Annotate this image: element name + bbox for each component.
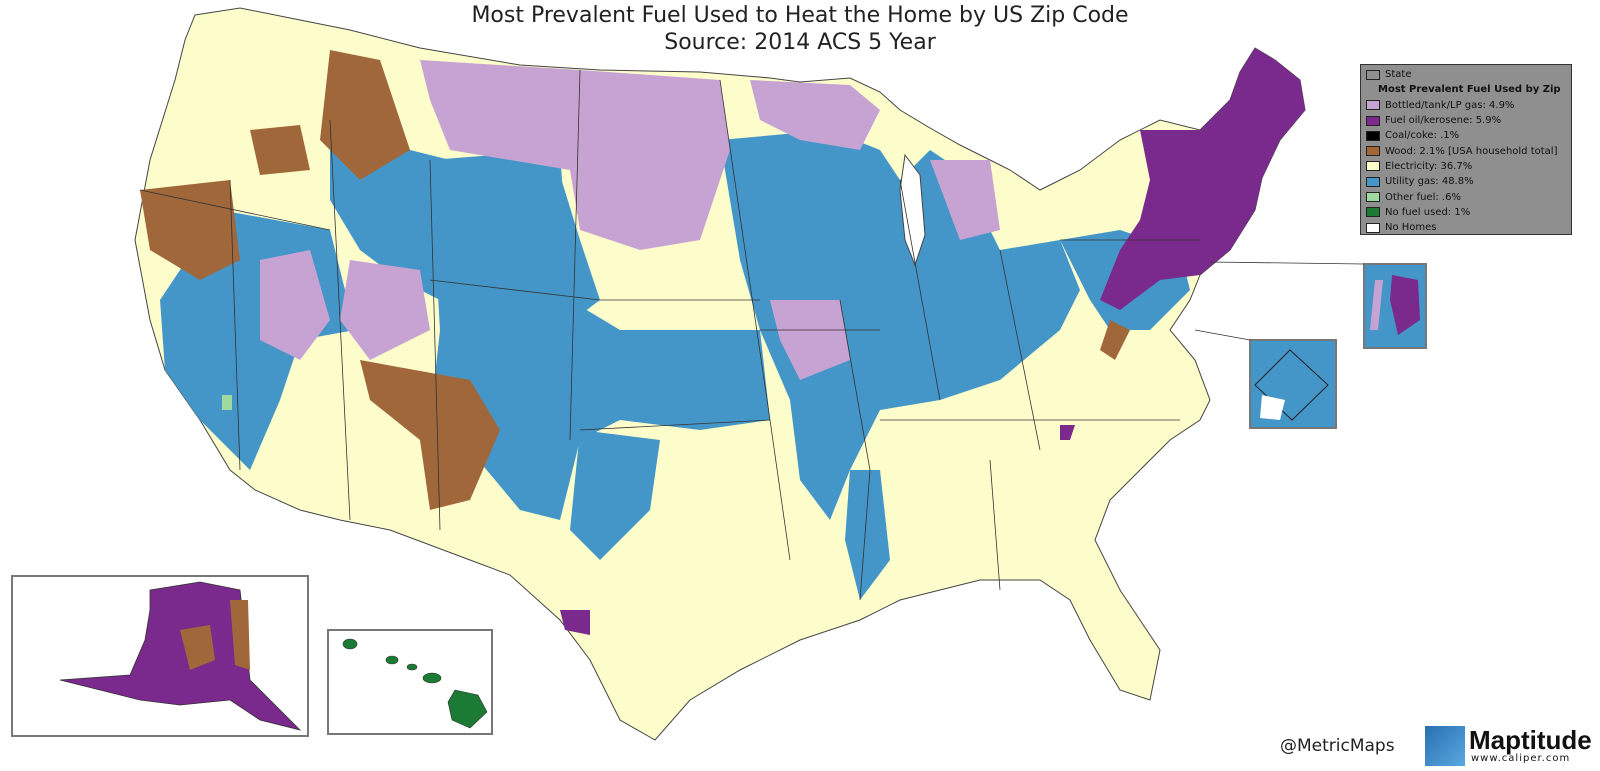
legend-item-label: Utility gas: 48.8%	[1385, 176, 1474, 188]
maptitude-logo[interactable]: Maptitude www.caliper.com	[1425, 726, 1597, 766]
legend-item-label: No fuel used: 1%	[1385, 206, 1471, 218]
nyc-fuel-oil	[1390, 275, 1420, 335]
utility-gas-midwest	[720, 130, 1080, 520]
fuel-oil-south-texas	[560, 610, 590, 635]
lp-gas-missouri	[770, 300, 850, 380]
alaska-wood	[180, 625, 215, 670]
legend-swatch	[1366, 115, 1380, 126]
legend: State Most Prevalent Fuel Used by Zip Bo…	[1360, 64, 1572, 235]
map-subtitle: Source: 2014 ACS 5 Year	[664, 30, 936, 55]
legend-item-label: Other fuel: .6%	[1385, 191, 1461, 203]
lp-gas-utah	[340, 260, 430, 360]
legend-swatch	[1366, 146, 1380, 157]
dc-leader-line	[1194, 329, 1251, 341]
legend-item-label: Electricity: 36.7%	[1385, 160, 1473, 172]
fuel-oil-appalachia	[1060, 425, 1075, 440]
legend-item: Wood: 2.1% [USA household total]	[1366, 143, 1566, 158]
legend-item: Coal/coke: .1%	[1366, 128, 1566, 143]
legend-swatch	[1366, 100, 1380, 111]
legend-swatch	[1366, 130, 1380, 141]
map-title: Most Prevalent Fuel Used to Heat the Hom…	[471, 3, 1129, 28]
nyc-manhattan	[1370, 280, 1383, 330]
wood-virginia	[1100, 320, 1130, 360]
legend-heading: Most Prevalent Fuel Used by Zip	[1378, 84, 1561, 96]
legend-item-label: Wood: 2.1% [USA household total]	[1385, 145, 1558, 157]
legend-item-label: Bottled/tank/LP gas: 4.9%	[1385, 99, 1515, 111]
legend-item: Bottled/tank/LP gas: 4.9%	[1366, 98, 1566, 113]
legend-item: Fuel oil/kerosene: 5.9%	[1366, 113, 1566, 128]
credit-text: @MetricMaps	[1280, 736, 1395, 756]
utility-gas-texas	[570, 430, 660, 560]
logo-icon	[1425, 726, 1465, 766]
legend-state-label: State	[1385, 69, 1412, 81]
wood-oregon	[140, 180, 240, 280]
alaska-wood-se	[230, 600, 250, 670]
lp-gas-northern-plains	[420, 60, 730, 250]
wood-southwest	[360, 360, 500, 510]
great-lakes	[899, 153, 926, 267]
legend-item-label: Fuel oil/kerosene: 5.9%	[1385, 115, 1502, 127]
state-borders	[139, 69, 1200, 601]
legend-swatch	[1366, 161, 1380, 172]
legend-item: No fuel used: 1%	[1366, 205, 1566, 220]
legend-item: No Homes	[1366, 220, 1566, 235]
fuel-oil-northeast	[1100, 48, 1305, 310]
legend-swatch	[1366, 192, 1380, 203]
wood-idaho	[320, 50, 410, 180]
legend-item: Utility gas: 48.8%	[1366, 174, 1566, 189]
legend-state-row: State	[1366, 67, 1566, 82]
utility-gas-plains	[430, 150, 770, 520]
lp-gas-nevada	[260, 250, 330, 360]
lp-gas-michigan	[930, 160, 1000, 240]
legend-swatch	[1366, 176, 1380, 187]
legend-item-label: No Homes	[1385, 222, 1437, 234]
legend-item: Other fuel: .6%	[1366, 189, 1566, 204]
nyc-leader-line	[1209, 261, 1365, 265]
other-fuel-spot	[222, 395, 232, 410]
logo-name: Maptitude	[1469, 725, 1592, 755]
legend-state-swatch	[1366, 69, 1380, 80]
dc-boundary	[1254, 349, 1329, 421]
logo-url: www.caliper.com	[1471, 753, 1571, 764]
legend-item: Electricity: 36.7%	[1366, 159, 1566, 174]
hawaii-islands	[342, 638, 488, 729]
wood-washington	[250, 125, 310, 175]
legend-swatch	[1366, 222, 1380, 233]
lp-gas-minnesota	[750, 80, 880, 150]
utility-gas-south	[845, 470, 890, 600]
legend-swatch	[1366, 207, 1380, 218]
dc-white-area	[1260, 395, 1285, 420]
legend-item-label: Coal/coke: .1%	[1385, 130, 1460, 142]
